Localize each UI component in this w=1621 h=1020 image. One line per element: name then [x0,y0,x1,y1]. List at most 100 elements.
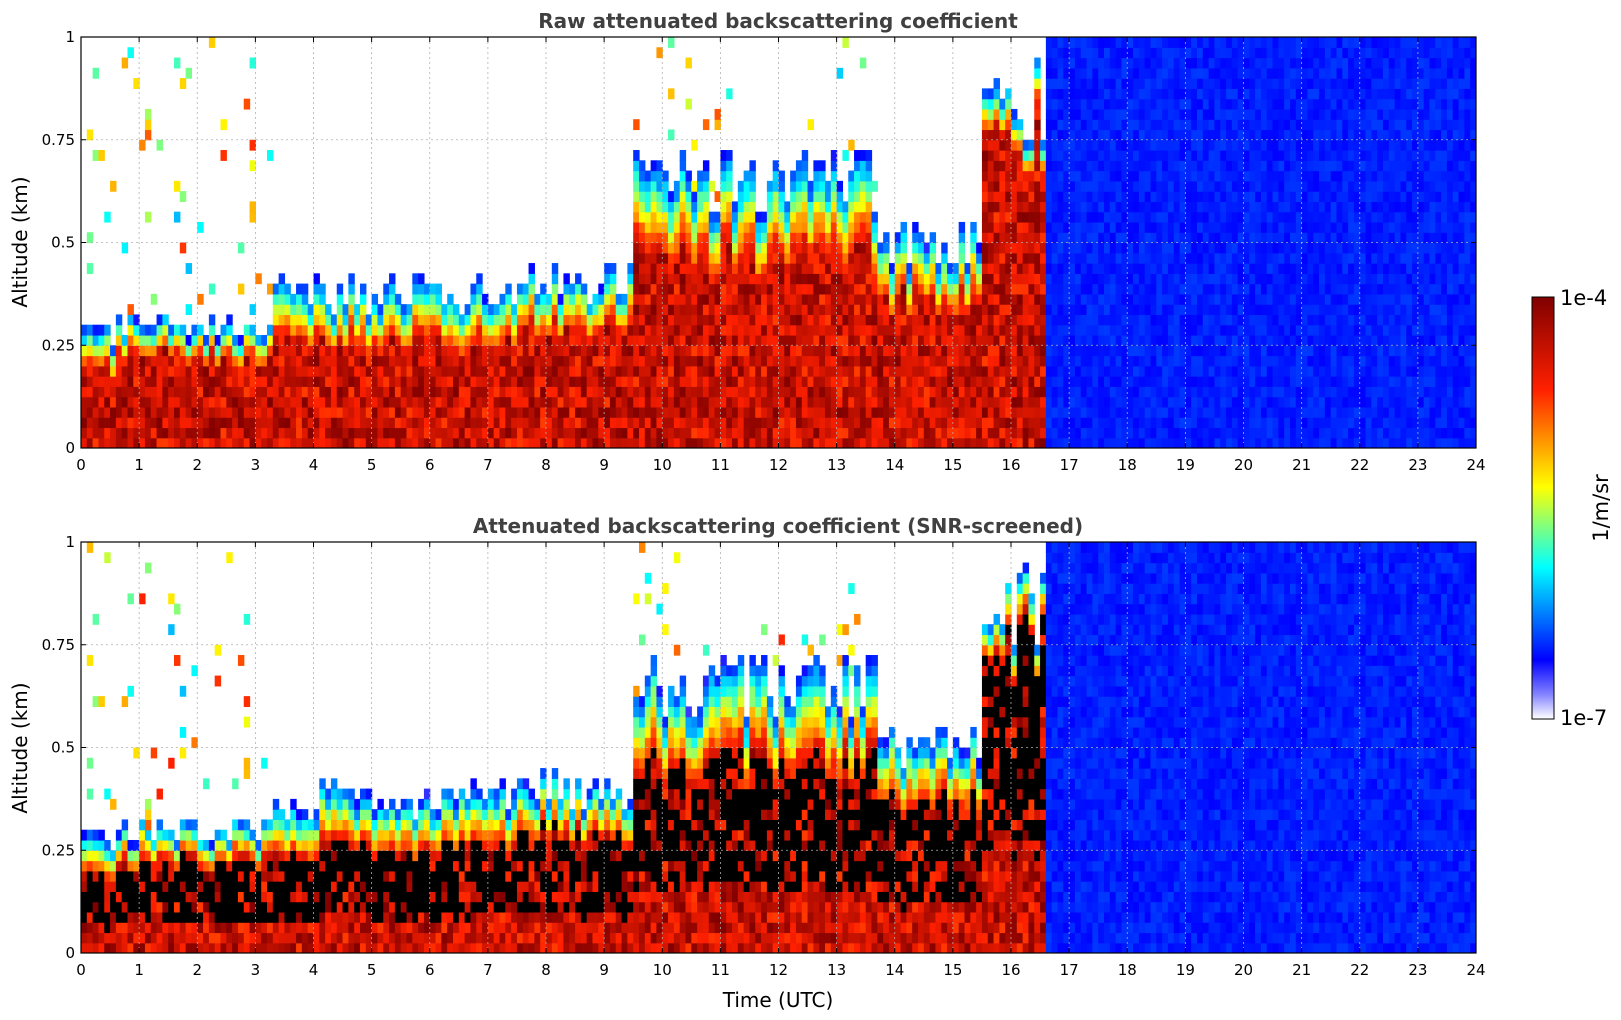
heatmap-cell [865,211,873,223]
heatmap-cell [360,437,367,448]
heatmap-cell [836,396,844,408]
heatmap-cell [476,437,483,448]
heatmap-cell [644,273,652,285]
heatmap-cell [743,334,751,346]
heatmap-cell [697,437,704,448]
heatmap-cell [813,252,820,264]
heatmap-cell [1202,211,1210,223]
heatmap-cell [726,314,733,326]
heatmap-cell [639,334,646,346]
heatmap-cell [1121,221,1128,233]
heatmap-cell [249,427,256,439]
heatmap-cell [737,355,745,367]
heatmap-cell [499,345,506,357]
heatmap-cell [912,406,919,418]
heatmap-cell [1150,211,1157,223]
heatmap-cell [1260,376,1268,387]
heatmap-cell [1022,396,1030,408]
heatmap-cell [813,191,820,203]
heatmap-cell [540,406,547,418]
heatmap-cell [854,406,861,418]
heatmap-cell [807,242,814,254]
heatmap-cell [859,180,867,192]
heatmap-cell [1115,150,1123,161]
heatmap-cell [1208,37,1216,48]
heatmap-cell [482,427,489,439]
heatmap-cell [1127,314,1134,326]
heatmap-cell [755,345,762,357]
heatmap-cell [1255,396,1262,408]
heatmap-cell [296,334,303,346]
heatmap-cell [1173,376,1181,387]
heatmap-cell [836,365,844,377]
heatmap-cell [1022,139,1030,151]
heatmap-cell [1057,365,1064,377]
heatmap-cell [1272,314,1279,326]
heatmap-cell [1028,355,1035,367]
heatmap-cell [1005,232,1012,244]
heatmap-cell [836,437,844,448]
heatmap-cell [179,345,187,357]
heatmap-cell [673,263,681,274]
heatmap-cell [1040,150,1047,161]
heatmap-cell [232,355,239,367]
heatmap-cell [947,396,954,408]
heatmap-cell [1057,232,1064,244]
heatmap-cell [714,355,721,367]
heatmap-cell [679,334,687,346]
heatmap-cell [81,417,88,429]
heatmap-cell [1167,324,1175,336]
heatmap-cell [1144,37,1152,48]
heatmap-cell [325,314,332,326]
heatmap-cell [644,283,652,295]
heatmap-cell [790,324,797,336]
heatmap-cell [267,427,274,439]
heatmap-cell [208,355,216,367]
heatmap-cell [1197,365,1204,377]
heatmap-cell [662,427,669,439]
heatmap-cell [702,334,710,346]
heatmap-cell [761,242,768,254]
heatmap-cell [1266,211,1274,223]
heatmap-cell [1266,98,1274,110]
heatmap-cell [1133,376,1140,387]
heatmap-cell [1133,283,1140,295]
heatmap-cell [307,314,315,326]
heatmap-cell [1179,293,1186,305]
heatmap-cell [737,273,745,285]
heatmap-cell [993,252,1000,264]
heatmap-cell [633,314,640,326]
heatmap-cell [575,283,582,295]
heatmap-cell [1034,365,1041,377]
heatmap-cell [516,396,524,408]
heatmap-cell [1173,232,1181,244]
heatmap-cell [609,263,617,274]
heatmap-cell [1057,406,1064,418]
heatmap-cell [237,386,245,398]
heatmap-cell [691,263,698,274]
heatmap-cell [1278,47,1285,59]
heatmap-cell [679,376,687,387]
heatmap-cell [859,355,867,367]
heatmap-cell [795,365,803,377]
heatmap-cell [761,324,768,336]
heatmap-cell [819,355,826,367]
heatmap-cell [569,437,576,448]
heatmap-cell [371,314,379,326]
heatmap-cell [1214,37,1221,48]
heatmap-cell [1063,355,1070,367]
heatmap-cell [1185,365,1192,377]
heatmap-cell [1016,427,1024,439]
heatmap-cell [650,406,658,418]
heatmap-cell [1162,365,1169,377]
heatmap-cell [1191,221,1198,233]
heatmap-cell [301,324,309,336]
heatmap-cell [1214,57,1221,69]
heatmap-cell [1092,283,1099,295]
heatmap-cell [418,293,425,305]
heatmap-cell [301,314,309,326]
heatmap-cell [825,365,832,377]
heatmap-cell [1011,150,1018,161]
heatmap-cell [993,386,1000,398]
heatmap-cell [1278,417,1285,429]
